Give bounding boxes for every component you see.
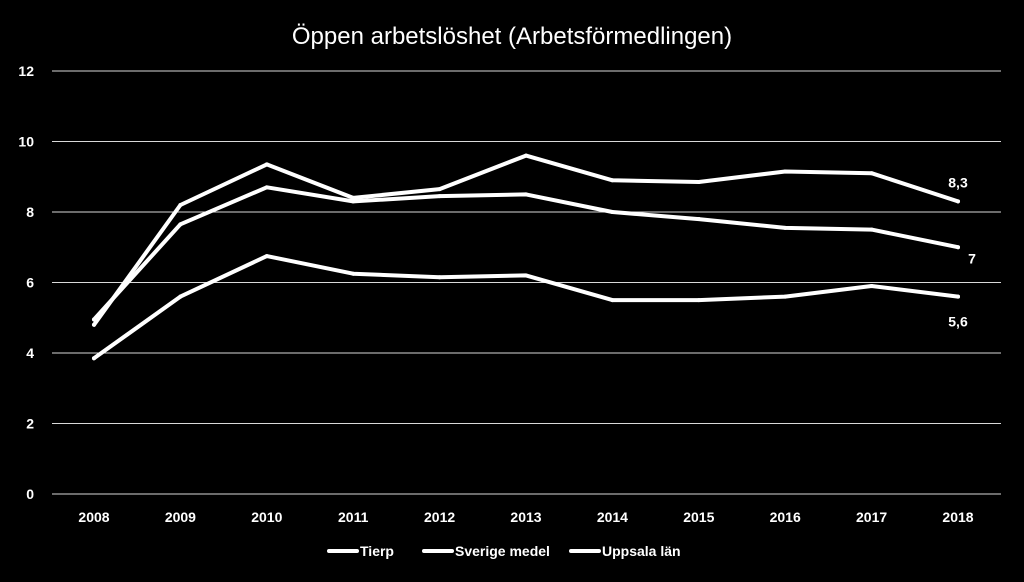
- legend-label: Tierp: [360, 543, 394, 559]
- data-point: [351, 199, 356, 204]
- data-point: [178, 222, 183, 227]
- data-point: [610, 210, 615, 214]
- x-tick-label: 2011: [338, 509, 369, 525]
- data-point: [92, 322, 96, 327]
- x-tick-label: 2009: [165, 509, 196, 525]
- data-point: [437, 194, 442, 199]
- x-tick-label: 2013: [510, 509, 541, 525]
- y-tick-label: 0: [26, 486, 34, 502]
- data-point: [437, 275, 442, 280]
- data-label: 7: [968, 250, 976, 266]
- data-label: 8,3: [948, 174, 968, 190]
- data-point: [956, 199, 960, 204]
- data-point: [92, 356, 96, 361]
- data-point: [610, 178, 615, 183]
- data-point: [696, 217, 701, 222]
- data-point: [351, 271, 356, 276]
- data-point: [783, 169, 788, 174]
- y-tick-label: 2: [26, 416, 34, 432]
- data-point: [524, 192, 528, 197]
- data-point: [264, 185, 269, 190]
- data-point: [178, 202, 183, 207]
- data-point: [869, 284, 874, 289]
- data-point: [783, 294, 788, 299]
- data-point: [869, 227, 874, 232]
- y-tick-label: 10: [18, 134, 34, 150]
- data-point: [783, 225, 788, 230]
- data-point: [264, 162, 269, 167]
- x-tick-label: 2010: [251, 509, 282, 525]
- data-point: [696, 298, 701, 303]
- x-tick-label: 2016: [770, 509, 801, 525]
- legend-label: Sverige medel: [455, 543, 550, 559]
- data-label: 5,6: [948, 314, 968, 330]
- data-point: [351, 195, 356, 200]
- x-tick-label: 2015: [683, 509, 714, 525]
- y-axis-ticks: 0 2 4 6 8 10 12: [18, 63, 34, 502]
- y-tick-label: 12: [18, 63, 34, 79]
- y-tick-label: 8: [26, 204, 34, 220]
- legend: Tierp Sverige medel Uppsala län: [327, 543, 681, 559]
- x-tick-label: 2008: [78, 509, 109, 525]
- data-point: [524, 153, 528, 158]
- y-tick-label: 6: [26, 275, 34, 291]
- data-point: [524, 273, 528, 278]
- data-point: [696, 180, 701, 185]
- chart-title: Öppen arbetslöshet (Arbetsförmedlingen): [292, 23, 732, 50]
- data-point: [610, 298, 615, 303]
- x-axis-ticks: 2008 2009 2010 2011 2012 2013 2014 2015 2016 2017…: [78, 509, 973, 525]
- x-tick-label: 2018: [942, 509, 973, 525]
- legend-label: Uppsala län: [602, 543, 681, 559]
- data-point: [92, 317, 96, 322]
- x-tick-label: 2012: [424, 509, 455, 525]
- data-point: [956, 294, 960, 299]
- data-point: [264, 254, 269, 259]
- data-point: [956, 245, 960, 250]
- series-lines: [92, 153, 960, 361]
- x-tick-label: 2017: [856, 509, 887, 525]
- data-point: [869, 171, 874, 176]
- data-point: [437, 187, 442, 192]
- x-tick-label: 2014: [597, 509, 628, 525]
- data-labels: 8,3 7 5,6: [948, 174, 976, 329]
- y-tick-label: 4: [26, 345, 34, 361]
- data-point: [178, 294, 183, 299]
